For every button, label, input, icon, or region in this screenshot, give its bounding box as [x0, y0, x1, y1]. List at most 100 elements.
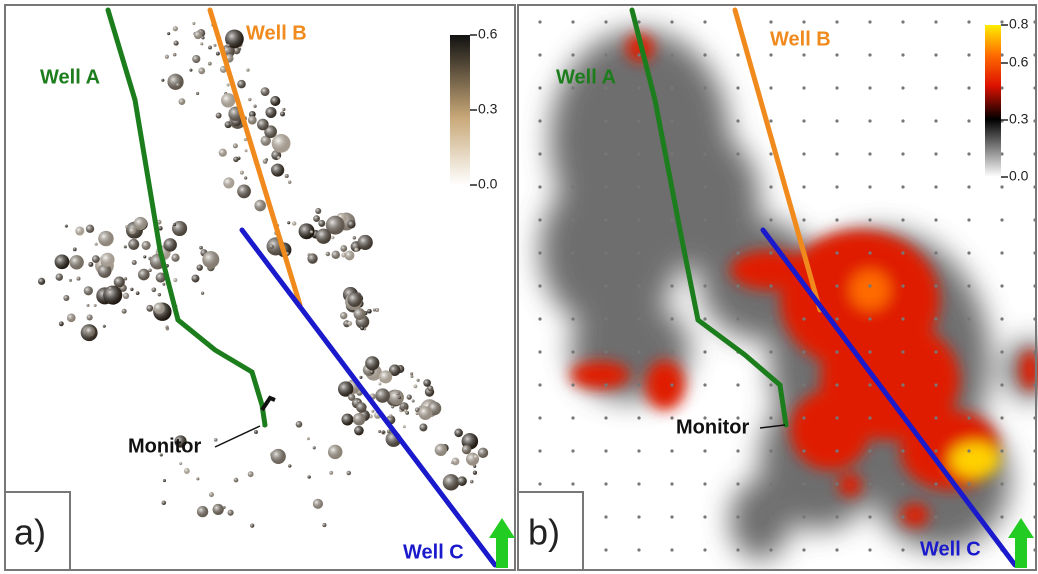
- grid-dot: [1000, 20, 1004, 24]
- event-shade: [130, 287, 134, 291]
- event-shade: [379, 370, 393, 384]
- grid-dot: [703, 86, 707, 90]
- event-shade: [125, 225, 129, 229]
- grid-dot: [835, 350, 839, 354]
- leader-line: [214, 425, 261, 448]
- grid-dot: [571, 86, 575, 90]
- event-shade: [108, 286, 112, 291]
- grid-dot: [934, 515, 938, 519]
- grid-dot: [703, 482, 707, 486]
- event-shade: [282, 107, 286, 112]
- grid-dot: [769, 317, 773, 321]
- grid-dot: [703, 548, 707, 552]
- grid-dot: [835, 482, 839, 486]
- event-shade: [375, 388, 390, 403]
- event-shade: [270, 95, 281, 107]
- event-shade: [346, 470, 352, 476]
- colorbar-tick-label: 0.6: [1009, 54, 1029, 70]
- grid-dot: [604, 482, 608, 486]
- event-shade: [243, 138, 248, 142]
- grid-dot: [1000, 185, 1004, 189]
- grid-dot: [802, 482, 806, 486]
- grid-dot: [967, 317, 971, 321]
- grid-dot: [637, 350, 641, 354]
- grid-dot: [934, 152, 938, 156]
- event-shade: [340, 311, 348, 320]
- event-shade: [172, 26, 178, 32]
- event-shade: [265, 106, 277, 119]
- well-b: [207, 7, 303, 308]
- grid-dot: [901, 251, 905, 255]
- grid-dot: [868, 119, 872, 123]
- event-shade: [131, 260, 137, 266]
- grid-dot: [1000, 449, 1004, 453]
- grid-dot: [604, 449, 608, 453]
- grid-dot: [868, 20, 872, 24]
- event-shade: [38, 277, 46, 285]
- colorbar-tick-label: 0.3: [478, 101, 498, 117]
- event-shade: [288, 464, 292, 468]
- grid-dot: [1000, 416, 1004, 420]
- grid-dot: [868, 317, 872, 321]
- grid-dot: [868, 86, 872, 90]
- grid-dot: [835, 86, 839, 90]
- grid-dot: [769, 185, 773, 189]
- event-shade: [244, 149, 248, 153]
- event-shade: [239, 170, 244, 175]
- grid-dot: [835, 548, 839, 552]
- grid-dot: [571, 350, 575, 354]
- event-shade: [331, 250, 340, 260]
- grid-dot: [538, 53, 542, 57]
- event-shade: [172, 223, 176, 227]
- grid-dot: [670, 218, 674, 222]
- event-shade: [148, 268, 152, 273]
- event-shade: [315, 207, 322, 214]
- event-shade: [58, 321, 64, 327]
- event-shade: [257, 118, 269, 131]
- grid-dot: [637, 86, 641, 90]
- grid-dot: [802, 218, 806, 222]
- event-shade: [123, 277, 128, 281]
- well-label: Well C: [920, 538, 981, 560]
- grid-dot: [967, 383, 971, 387]
- event-shade: [298, 223, 315, 240]
- grid-dot: [637, 284, 641, 288]
- event-shade: [292, 221, 297, 226]
- event-shade: [457, 476, 467, 486]
- event-shade: [135, 291, 140, 295]
- event-shade: [83, 286, 93, 296]
- grid-dot: [934, 119, 938, 123]
- event-shade: [171, 253, 180, 262]
- grid-dot: [967, 53, 971, 57]
- event-shade: [313, 215, 320, 222]
- colorbar-tick-label: 0.0: [1009, 168, 1029, 184]
- grid-dot: [604, 350, 608, 354]
- event-shade: [260, 135, 271, 146]
- grid-dot: [769, 350, 773, 354]
- event-shade: [76, 276, 81, 281]
- label-box: [517, 491, 584, 571]
- event-shade: [173, 40, 179, 46]
- event-shade: [391, 405, 395, 409]
- grid-dot: [1000, 383, 1004, 387]
- grid-dot: [868, 350, 872, 354]
- colorbar-tick-label: 0.0: [478, 176, 498, 192]
- grid-dot: [670, 284, 674, 288]
- grid-dot: [637, 53, 641, 57]
- grid-dot: [604, 53, 608, 57]
- event-shade: [381, 430, 385, 434]
- event-shade: [244, 176, 248, 180]
- grid-dot: [868, 416, 872, 420]
- event-shade: [312, 498, 323, 509]
- grid-dot: [703, 317, 707, 321]
- event-shade: [199, 245, 203, 250]
- event-shade: [208, 45, 212, 50]
- event-shade: [227, 509, 234, 516]
- grid-dot: [901, 482, 905, 486]
- event-shade: [357, 234, 373, 251]
- grid-dot: [670, 515, 674, 519]
- grid-dot: [835, 383, 839, 387]
- event-shade: [223, 177, 235, 189]
- grid-dot: [670, 119, 674, 123]
- event-shade: [353, 308, 366, 320]
